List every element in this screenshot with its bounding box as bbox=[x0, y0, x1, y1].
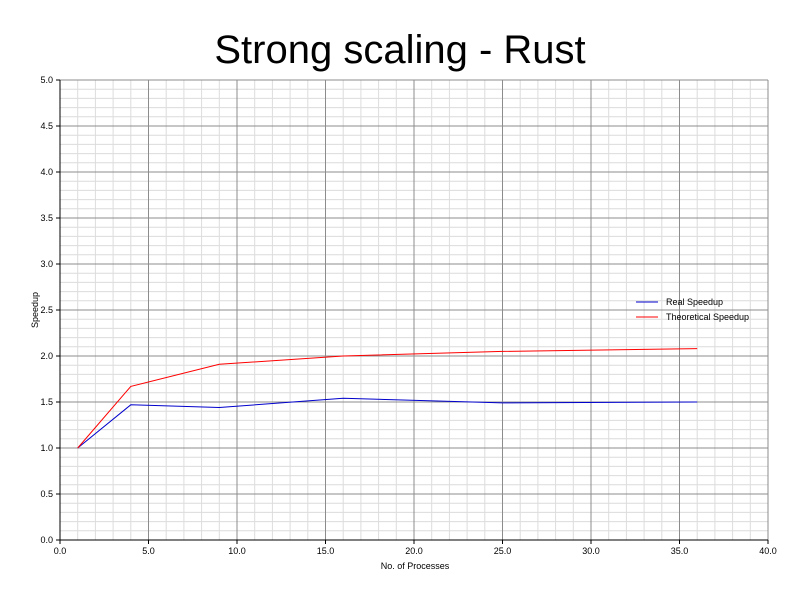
x-tick-label: 10.0 bbox=[228, 546, 246, 556]
axes bbox=[56, 79, 769, 544]
x-tick-label: 35.0 bbox=[671, 546, 689, 556]
y-tick-label: 1.0 bbox=[40, 443, 53, 453]
y-tick-label: 0.5 bbox=[40, 489, 53, 499]
x-tick-label: 15.0 bbox=[317, 546, 335, 556]
y-tick-label: 2.5 bbox=[40, 305, 53, 315]
y-tick-label: 0.0 bbox=[40, 535, 53, 545]
x-axis-label: No. of Processes bbox=[381, 561, 450, 571]
x-tick-label: 25.0 bbox=[494, 546, 512, 556]
x-tick-label: 5.0 bbox=[142, 546, 155, 556]
legend: Real Speedup Theoretical Speedup bbox=[636, 297, 749, 322]
y-tick-label: 4.5 bbox=[40, 121, 53, 131]
x-tick-label: 20.0 bbox=[405, 546, 423, 556]
y-axis-label: Speedup bbox=[30, 292, 40, 328]
series-lines bbox=[77, 348, 698, 449]
y-tick-label: 3.0 bbox=[40, 259, 53, 269]
x-tick-labels: 0.0 5.0 10.0 15.0 20.0 25.0 30.0 35.0 40.0 bbox=[54, 546, 777, 556]
y-tick-labels: 0.0 0.5 1.0 1.5 2.0 2.5 3.0 3.5 4.0 4.5 5.0 bbox=[40, 75, 53, 545]
x-tick-label: 40.0 bbox=[759, 546, 777, 556]
legend-label: Real Speedup bbox=[666, 297, 723, 307]
series-line-real-speedup bbox=[77, 397, 698, 449]
chart-title: Strong scaling - Rust bbox=[214, 28, 586, 72]
y-tick-label: 1.5 bbox=[40, 397, 53, 407]
series-line-theoretical-speedup bbox=[77, 348, 698, 449]
y-tick-label: 5.0 bbox=[40, 75, 53, 85]
x-tick-label: 30.0 bbox=[582, 546, 600, 556]
x-tick-label: 0.0 bbox=[54, 546, 67, 556]
y-tick-label: 3.5 bbox=[40, 213, 53, 223]
y-tick-label: 2.0 bbox=[40, 351, 53, 361]
legend-label: Theoretical Speedup bbox=[666, 312, 749, 322]
y-tick-label: 4.0 bbox=[40, 167, 53, 177]
